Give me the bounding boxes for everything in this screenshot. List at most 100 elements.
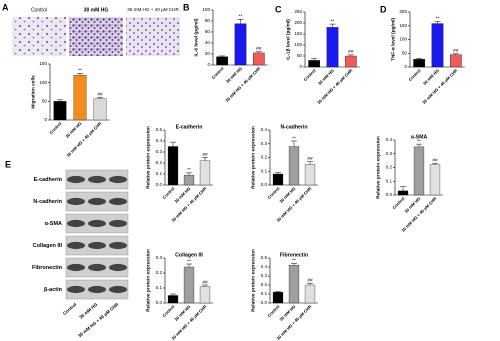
bar xyxy=(167,295,179,304)
y-tick-label: 40 xyxy=(205,40,211,45)
x-tick-label: Control xyxy=(266,304,280,318)
x-tick-label: Control xyxy=(161,304,175,318)
panel-letter: B xyxy=(183,2,190,12)
y-tick-label: 0.1 xyxy=(261,168,268,173)
lane-label: 30 mM HG xyxy=(78,302,98,320)
y-tick-label: 100 xyxy=(399,37,407,42)
y-tick-label: 20 xyxy=(205,51,211,56)
protein-label: N-cadherin xyxy=(33,199,62,205)
blot-band xyxy=(109,197,127,206)
bar xyxy=(413,59,426,68)
error-bar xyxy=(400,186,406,191)
y-tick-label: 0.1 xyxy=(156,285,163,290)
y-tick-label: 50 xyxy=(42,99,48,104)
bar xyxy=(272,292,284,304)
blot-band xyxy=(88,285,106,294)
error-bar xyxy=(219,55,226,57)
bar xyxy=(183,266,195,304)
y-tick-label: 0.2 xyxy=(386,165,393,170)
y-tick-label: 0 xyxy=(299,64,302,69)
bar xyxy=(73,75,87,121)
error-bar xyxy=(416,143,422,147)
error-bar xyxy=(275,291,281,293)
y-tick-label: 0 xyxy=(404,64,407,69)
y-tick-label: 250 xyxy=(294,9,302,14)
error-bar xyxy=(202,157,208,161)
blot-band xyxy=(88,175,106,184)
x-tick-label: Control xyxy=(266,186,280,200)
micrograph xyxy=(126,17,180,56)
bar xyxy=(53,101,67,121)
y-axis-label: Relative protein expression xyxy=(145,249,151,312)
bar xyxy=(183,174,195,186)
lane-label: 30 mM HG + 40 μM CHR xyxy=(77,301,120,338)
x-tick-label: Control xyxy=(48,121,62,135)
y-tick-label: 100 xyxy=(294,42,302,47)
significance-label: ## xyxy=(432,158,438,164)
chart-title: α-SMA xyxy=(411,134,428,140)
significance-label: ## xyxy=(453,48,459,54)
x-tick-label: 30 mM HG + 40 μM CHR xyxy=(65,121,102,158)
y-tick-label: 0.4 xyxy=(156,138,163,143)
significance-label: ## xyxy=(307,156,313,162)
significance-label: ## xyxy=(307,277,313,283)
error-bar xyxy=(416,58,423,60)
y-axis-label: Relative protein expression xyxy=(375,136,381,199)
y-tick-label: 0.2 xyxy=(156,160,163,165)
protein-label: β-actin xyxy=(44,287,63,293)
x-tick-label: 30 mM HG xyxy=(64,121,82,139)
error-bar xyxy=(291,140,297,147)
x-tick-label: Control xyxy=(303,68,317,82)
y-tick-label: 0.5 xyxy=(261,255,268,260)
panel-letter: D xyxy=(380,4,387,14)
error-bar xyxy=(77,73,83,76)
bar xyxy=(397,190,409,196)
bar xyxy=(413,146,425,196)
y-tick-label: 0.2 xyxy=(261,282,268,287)
y-tick-label: 50 xyxy=(297,53,303,58)
blot-band xyxy=(67,219,85,228)
chart-title: N-cadherin xyxy=(280,124,307,130)
y-tick-label: 150 xyxy=(294,31,302,36)
blot-band xyxy=(109,175,127,184)
significance-label: ** xyxy=(417,138,421,144)
y-tick-label: 0.3 xyxy=(156,149,163,154)
significance-label: ** xyxy=(187,167,191,173)
protein-label: α-SMA xyxy=(45,221,62,227)
y-tick-label: 0.0 xyxy=(261,300,268,305)
y-axis-label: Relative protein expression xyxy=(145,126,151,189)
significance-label: ** xyxy=(292,135,296,141)
bar xyxy=(326,27,339,68)
significance-label: ** xyxy=(331,18,335,24)
y-tick-label: 0.3 xyxy=(156,255,163,260)
y-tick-label: 0.0 xyxy=(261,182,268,187)
y-axis-label: IL-6 level (pg/ml) xyxy=(193,18,199,56)
chart-title: Fibronectin xyxy=(280,252,308,258)
y-tick-label: 200 xyxy=(294,20,302,25)
x-tick-label: 30 mM HG xyxy=(225,66,243,84)
error-bar xyxy=(186,172,192,176)
error-bar xyxy=(311,58,318,61)
micrograph-label: 30 mM HG xyxy=(84,7,109,13)
error-bar xyxy=(329,23,336,28)
x-tick-label: Control xyxy=(161,186,175,200)
bar xyxy=(216,56,229,66)
x-tick-label: Control xyxy=(211,66,225,80)
chart-title: E-cadherin xyxy=(176,124,203,130)
blot-band xyxy=(67,285,85,294)
bar xyxy=(234,23,247,66)
significance-label: ## xyxy=(256,46,262,52)
blot-band xyxy=(109,263,127,272)
y-tick-label: 0.2 xyxy=(156,270,163,275)
micrograph xyxy=(12,17,66,56)
y-tick-label: 0.1 xyxy=(156,171,163,176)
y-tick-label: 150 xyxy=(39,61,47,66)
blot-band xyxy=(109,241,127,250)
y-tick-label: 0.4 xyxy=(261,127,268,132)
error-bar xyxy=(275,172,281,174)
y-tick-label: 0.3 xyxy=(261,141,268,146)
blot-band xyxy=(67,197,85,206)
blot-band xyxy=(88,219,106,228)
bar-chart: 0.0 0.1 0.2 0.3 0.4 0.5 Relative protein expre… xyxy=(145,124,213,223)
y-axis-label: Relative protein expression xyxy=(250,126,256,189)
